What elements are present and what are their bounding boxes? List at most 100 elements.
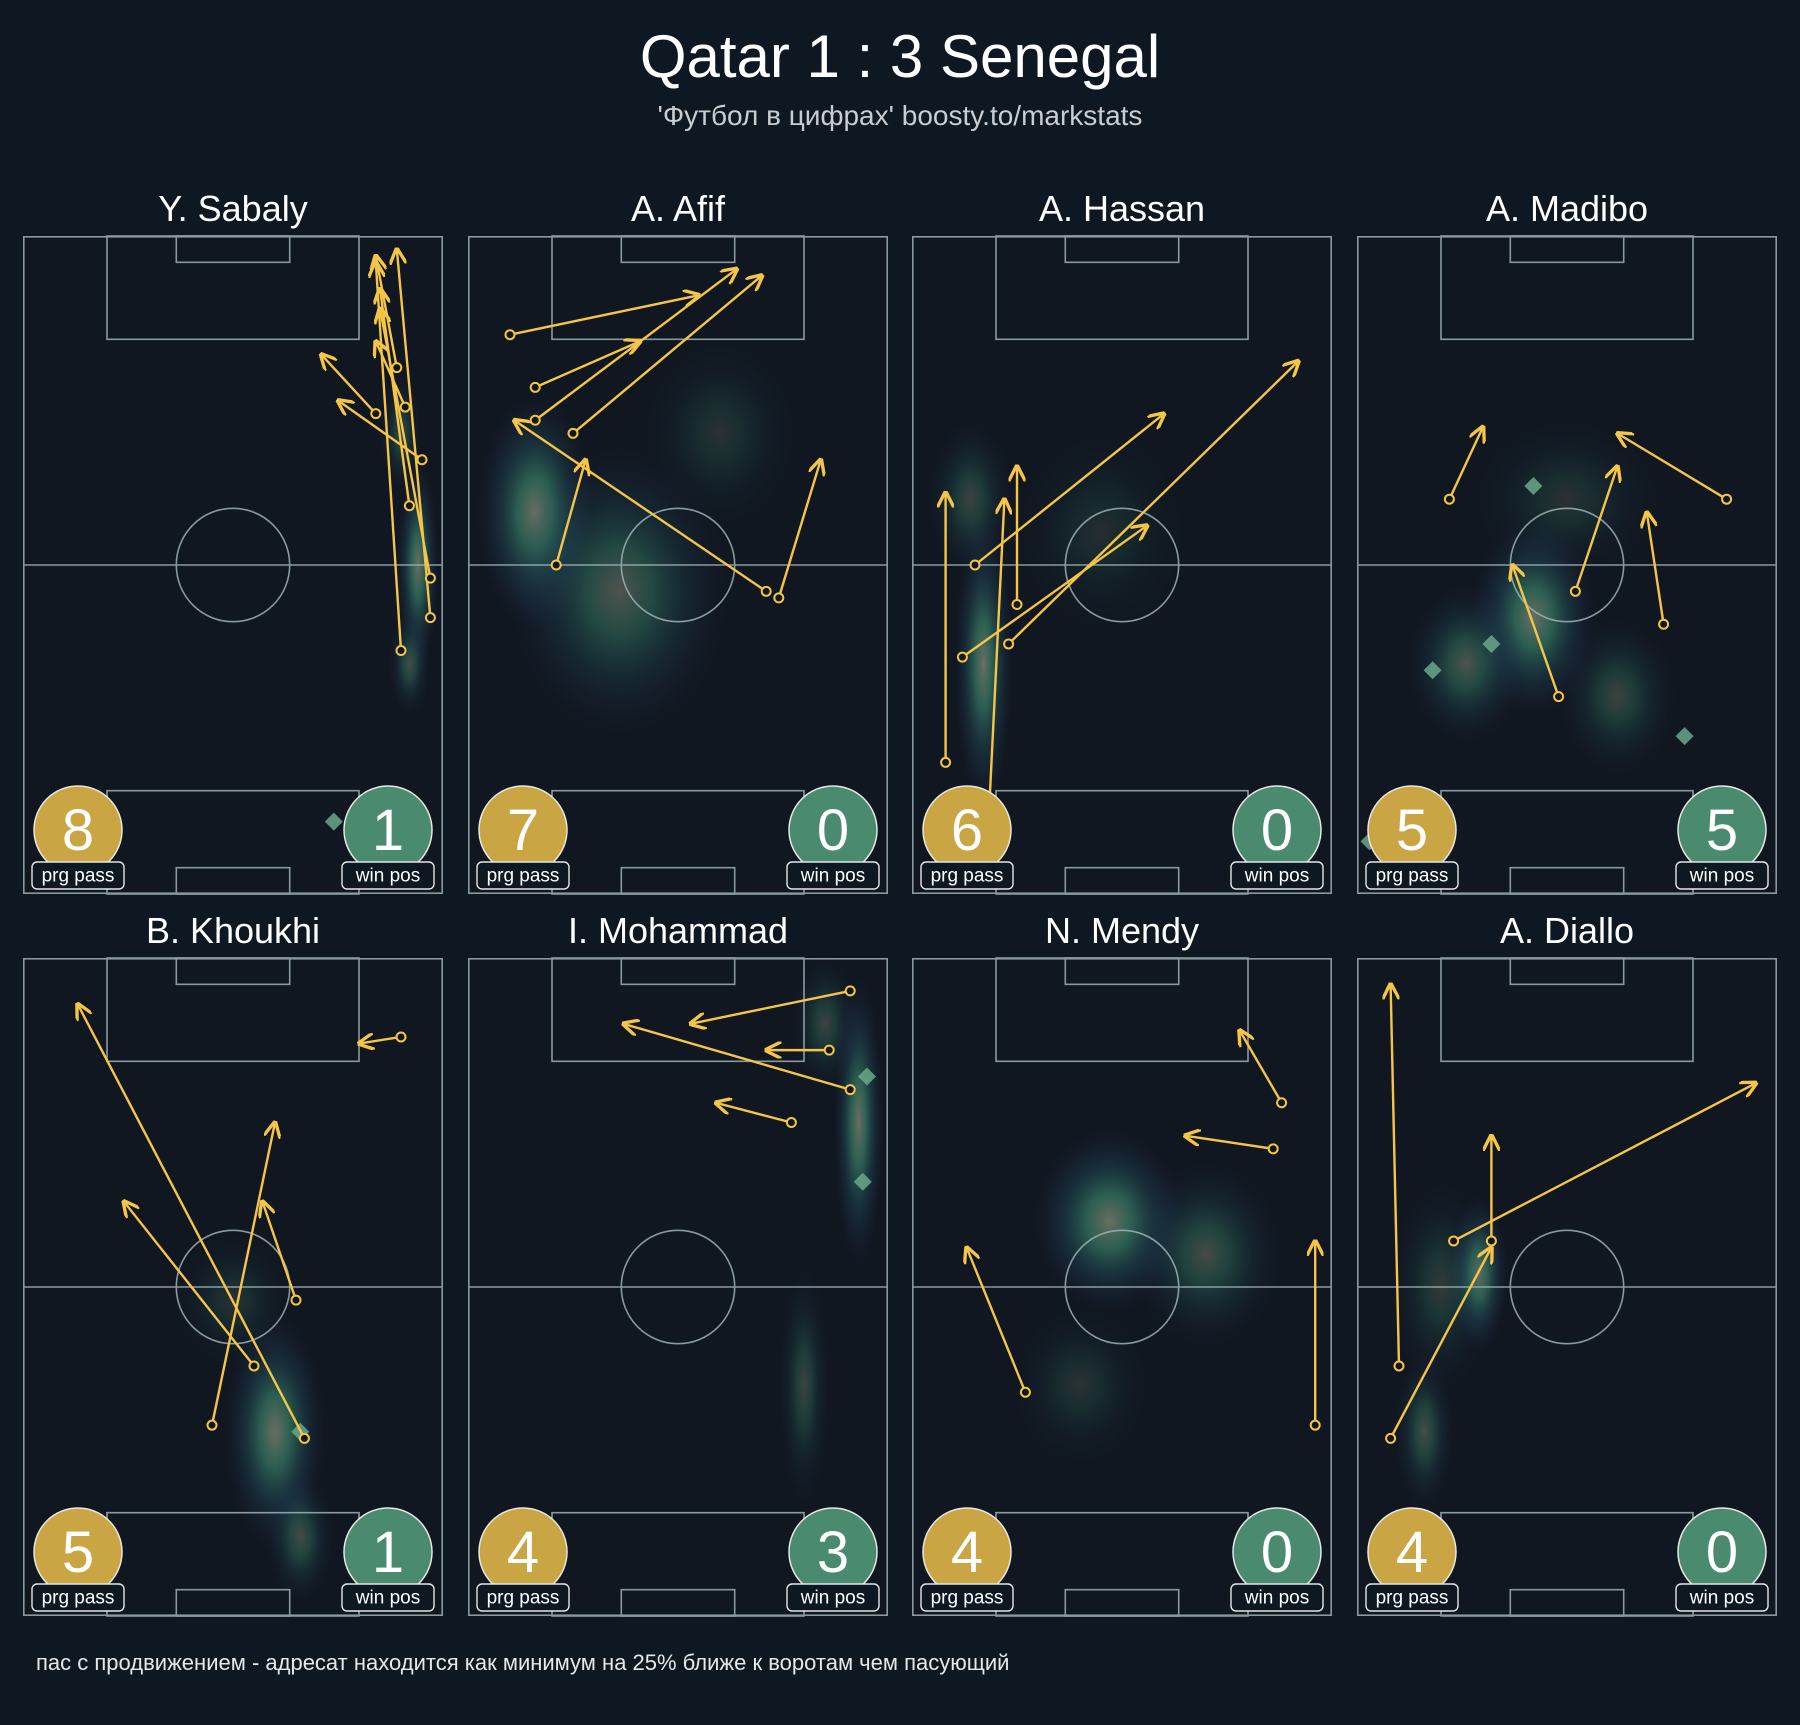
win-pos-label-box xyxy=(1230,1583,1324,1612)
pass-start-point xyxy=(844,1084,856,1096)
win-pos-count: 1 xyxy=(372,1520,404,1585)
player-name: I. Mohammad xyxy=(567,910,789,951)
pass-arrow xyxy=(509,295,699,336)
pass-start-point xyxy=(1309,1419,1321,1431)
prg-pass-count: 8 xyxy=(62,798,94,863)
pass-start-point xyxy=(1393,1360,1405,1372)
player-name: B. Khoukhi xyxy=(145,910,321,951)
pass-start-point xyxy=(424,612,436,624)
win-pos-count: 0 xyxy=(817,798,849,863)
prg-pass-count: 7 xyxy=(507,798,539,863)
pass-arrow xyxy=(210,1123,275,1426)
pass-arrow xyxy=(1617,433,1728,501)
pass-arrow xyxy=(961,526,1147,659)
win-pos-label-box xyxy=(786,861,880,890)
prg-pass-count: 5 xyxy=(62,1520,94,1585)
win-pos-label: win pos xyxy=(1689,1588,1754,1609)
pass-start-point xyxy=(1267,1143,1279,1155)
pass-start-point xyxy=(395,1031,407,1043)
prg-pass-count: 6 xyxy=(951,798,983,863)
pass-start-point xyxy=(403,500,415,512)
pass-arrow xyxy=(1453,1083,1756,1243)
pass-start-point xyxy=(290,1294,302,1306)
pass-start-point xyxy=(969,559,981,571)
win-pos-label-box xyxy=(1675,861,1769,890)
pass-arrow xyxy=(1647,512,1665,625)
pass-start-point xyxy=(940,756,952,768)
prg-pass-label: prg pass xyxy=(931,866,1004,887)
pass-start-point xyxy=(206,1419,218,1431)
pass-start-point xyxy=(1276,1097,1288,1109)
density-area xyxy=(1407,584,1525,743)
pass-arrow xyxy=(534,269,737,422)
pass-arrow xyxy=(338,401,423,461)
pass-start-point xyxy=(1721,493,1733,505)
prg-pass-label: prg pass xyxy=(1376,866,1449,887)
win-pos-count: 3 xyxy=(817,1520,849,1585)
pass-start-point xyxy=(416,454,428,466)
player-name: A. Madibo xyxy=(1485,188,1649,229)
pass-arrow xyxy=(986,499,1005,842)
pass-arrow xyxy=(321,354,377,415)
win-position-marker xyxy=(858,1067,876,1086)
chart-subtitle: 'Футбол в цифрах' boosty.to/markstats xyxy=(657,100,1143,131)
win-pos-count: 5 xyxy=(1706,798,1738,863)
pass-arrow xyxy=(380,289,411,506)
prg-pass-count: 4 xyxy=(1396,1520,1428,1585)
player-pitch: 7 prg pass 0 win pos xyxy=(468,235,888,895)
density-area xyxy=(1017,433,1185,631)
pass-arrow xyxy=(967,1248,1027,1393)
pass-start-point xyxy=(844,985,856,997)
density-area xyxy=(644,341,796,526)
pass-arrow xyxy=(572,275,762,435)
pass-start-point xyxy=(529,381,541,393)
win-position-marker xyxy=(1675,727,1694,746)
pass-start-point xyxy=(550,559,562,571)
pass-arrow xyxy=(78,1004,306,1439)
density-area xyxy=(510,446,729,737)
pass-arrow xyxy=(1389,1248,1492,1439)
footnote: пас с продвижением - адресат находится к… xyxy=(36,1650,1010,1675)
pass-start-point xyxy=(956,651,968,663)
pass-start-point xyxy=(424,572,436,584)
pass-arrow xyxy=(1007,361,1299,645)
pass-start-point xyxy=(1448,1235,1460,1247)
pass-arrow xyxy=(1391,984,1401,1366)
win-pos-label: win pos xyxy=(355,866,420,887)
pass-start-point xyxy=(773,592,785,604)
pass-arrow xyxy=(376,262,403,651)
pass-arrow xyxy=(359,1037,402,1044)
prg-pass-label-box xyxy=(1365,1583,1459,1612)
pass-start-point xyxy=(1385,1432,1397,1444)
win-pos-label: win pos xyxy=(1244,866,1309,887)
win-position-marker xyxy=(1524,477,1543,496)
prg-pass-label-box xyxy=(476,861,570,890)
pass-start-point xyxy=(370,408,382,420)
pass-start-point xyxy=(1011,598,1023,610)
win-pos-count: 1 xyxy=(372,798,404,863)
prg-pass-count: 4 xyxy=(507,1520,539,1585)
win-pos-label-box xyxy=(341,861,435,890)
pass-arrow xyxy=(691,989,851,1024)
density-area xyxy=(388,611,431,717)
prg-pass-label: prg pass xyxy=(487,866,560,887)
pass-arrow xyxy=(124,1201,255,1367)
win-pos-label-box xyxy=(1230,861,1324,890)
pass-start-point xyxy=(785,1117,797,1128)
pass-start-point xyxy=(1443,493,1455,505)
density-area xyxy=(1130,1161,1282,1347)
win-pos-count: 0 xyxy=(1261,798,1293,863)
prg-pass-label-box xyxy=(31,861,125,890)
prg-pass-label-box xyxy=(31,1583,125,1612)
pass-start-point xyxy=(1658,618,1670,630)
pass-start-point xyxy=(1485,1235,1497,1247)
pass-arrow xyxy=(555,460,585,566)
pass-start-point xyxy=(1569,585,1581,597)
pitch-lines xyxy=(23,235,443,895)
player-name: A. Diallo xyxy=(1499,910,1635,951)
pass-start-point xyxy=(395,645,407,657)
density-area xyxy=(954,518,1013,809)
pass-arrow xyxy=(397,249,432,618)
